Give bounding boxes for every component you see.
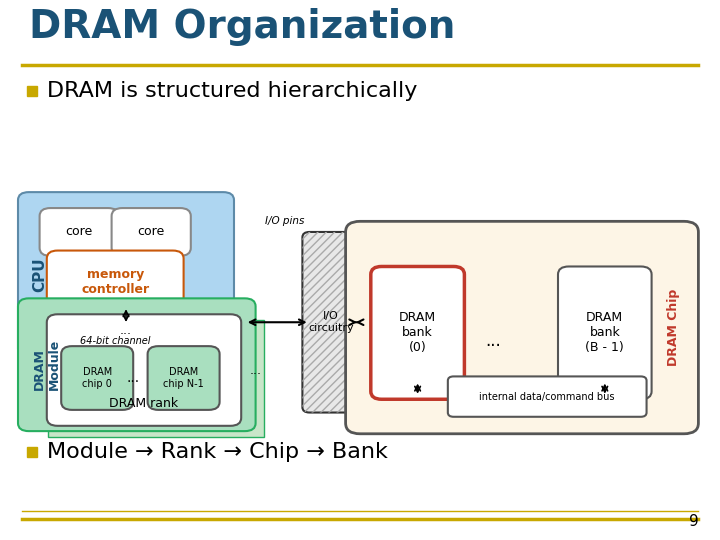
FancyBboxPatch shape	[558, 266, 652, 399]
Text: ...: ...	[120, 323, 132, 337]
FancyBboxPatch shape	[40, 208, 119, 256]
FancyBboxPatch shape	[371, 266, 464, 399]
Text: DRAM Organization: DRAM Organization	[29, 8, 455, 46]
FancyBboxPatch shape	[47, 251, 184, 314]
Text: DRAM
chip 0: DRAM chip 0	[82, 367, 112, 389]
Text: ...: ...	[485, 332, 501, 350]
FancyBboxPatch shape	[18, 192, 234, 357]
Text: DRAM
bank
(0): DRAM bank (0)	[399, 312, 436, 354]
Bar	[38, 313, 254, 430]
Text: memory
controller: memory controller	[81, 268, 149, 296]
FancyBboxPatch shape	[148, 346, 220, 410]
Text: 9: 9	[688, 515, 698, 529]
Text: DRAM rank: DRAM rank	[109, 397, 179, 410]
Text: core: core	[138, 226, 165, 239]
Text: DRAM
bank
(B - 1): DRAM bank (B - 1)	[585, 312, 624, 354]
FancyBboxPatch shape	[302, 232, 360, 413]
Text: ...: ...	[127, 371, 140, 385]
FancyBboxPatch shape	[47, 314, 241, 426]
Text: I/O pins: I/O pins	[265, 217, 304, 226]
Text: DRAM Chip: DRAM Chip	[667, 289, 680, 366]
FancyBboxPatch shape	[61, 346, 133, 410]
Text: Module → Rank → Chip → Bank: Module → Rank → Chip → Bank	[47, 442, 387, 462]
Text: internal data/command bus: internal data/command bus	[480, 392, 615, 402]
FancyBboxPatch shape	[448, 376, 647, 417]
Text: DRAM
chip N-1: DRAM chip N-1	[163, 367, 204, 389]
Text: core: core	[66, 226, 93, 239]
Text: DRAM is structured hierarchically: DRAM is structured hierarchically	[47, 81, 417, 101]
Text: ...: ...	[250, 363, 261, 376]
FancyBboxPatch shape	[112, 208, 191, 256]
FancyBboxPatch shape	[346, 221, 698, 434]
Text: 64-bit channel: 64-bit channel	[80, 335, 150, 346]
Bar	[48, 320, 264, 437]
Text: DRAM
Module: DRAM Module	[32, 339, 60, 390]
Text: CPU: CPU	[32, 257, 48, 292]
Text: I/O
circuitry: I/O circuitry	[308, 312, 354, 333]
FancyBboxPatch shape	[18, 298, 256, 431]
